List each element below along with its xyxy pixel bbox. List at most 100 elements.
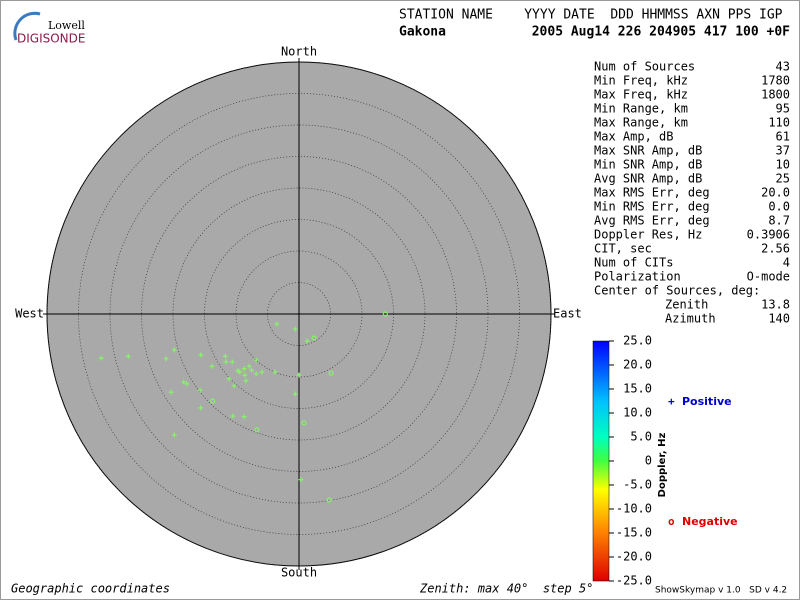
stat-value: 0.3906 xyxy=(747,228,790,242)
stat-value: 37 xyxy=(776,144,790,158)
source-point xyxy=(98,355,104,361)
source-point xyxy=(222,353,228,359)
stat-label: CIT, sec xyxy=(594,242,652,256)
source-point xyxy=(301,420,307,426)
colorbar-tick-label: -15.0 xyxy=(616,526,652,540)
stat-label: Num of Sources xyxy=(594,60,695,74)
stat-label: Max Range, km xyxy=(594,116,688,130)
source-point xyxy=(209,363,215,369)
center-value: 140 xyxy=(768,312,790,326)
direction-label: East xyxy=(553,307,582,321)
colorbar-tick-label: 5.0 xyxy=(630,430,652,444)
source-point xyxy=(246,363,252,369)
colorbar-tick-label: 20.0 xyxy=(623,358,652,372)
source-point xyxy=(326,497,332,503)
center-title: Center of Sources, deg: xyxy=(594,284,760,298)
source-point xyxy=(243,378,249,384)
source-point xyxy=(198,352,204,358)
stat-label: Min Range, km xyxy=(594,102,688,116)
source-point xyxy=(292,391,298,397)
stat-value: 8.7 xyxy=(768,214,790,228)
colorbar-tick-label: 15.0 xyxy=(623,382,652,396)
logo-top: Lowell xyxy=(48,19,85,32)
footer-mid: Zenith: max 40° step 5° xyxy=(419,582,593,596)
source-point xyxy=(298,477,304,483)
source-point xyxy=(197,387,203,393)
colorbar-tick-label: 0 xyxy=(645,454,652,468)
direction-label: West xyxy=(15,307,44,321)
source-point xyxy=(237,369,243,375)
stat-value: 43 xyxy=(776,60,790,74)
stat-value: O-mode xyxy=(747,270,790,284)
source-point xyxy=(253,357,259,363)
center-label: Zenith xyxy=(665,298,708,312)
source-point xyxy=(198,405,204,411)
source-point xyxy=(125,353,131,359)
source-point xyxy=(382,311,388,317)
stat-value: 20.0 xyxy=(761,186,790,200)
source-point xyxy=(304,338,310,344)
source-point xyxy=(230,413,236,419)
logo-bottom: DIGISONDE xyxy=(17,32,85,46)
colorbar-tick-label: -5.0 xyxy=(623,478,652,492)
source-point xyxy=(292,326,298,332)
colorbar-tick-label: 10.0 xyxy=(623,406,652,420)
colorbar-tick-label: -20.0 xyxy=(616,550,652,564)
source-point xyxy=(242,372,248,378)
source-point xyxy=(241,414,247,420)
stat-label: Max Amp, dB xyxy=(594,130,673,144)
source-point xyxy=(184,381,190,387)
source-point xyxy=(241,366,247,372)
stat-label: Min SNR Amp, dB xyxy=(594,158,702,172)
source-point xyxy=(254,427,260,433)
source-point xyxy=(171,432,177,438)
source-point xyxy=(272,369,278,375)
center-label: Azimuth xyxy=(665,312,716,326)
colorbar-tick-label: 25.0 xyxy=(623,334,652,348)
footer-left: Geographic coordinates xyxy=(11,582,170,596)
source-point xyxy=(328,370,334,376)
stat-label: Num of CITs xyxy=(594,256,673,270)
stat-label: Min RMS Err, deg xyxy=(594,200,710,214)
source-point xyxy=(210,398,216,404)
stat-label: Avg SNR Amp, dB xyxy=(594,172,702,186)
stat-label: Max SNR Amp, dB xyxy=(594,144,702,158)
source-point xyxy=(253,371,259,377)
source-point xyxy=(171,347,177,353)
stat-value: 61 xyxy=(776,130,790,144)
source-point xyxy=(226,376,232,382)
direction-label: South xyxy=(281,566,317,580)
source-point xyxy=(229,359,235,365)
stat-label: Avg RMS Err, deg xyxy=(594,214,710,228)
colorbar xyxy=(592,340,610,582)
stat-label: Max RMS Err, deg xyxy=(594,186,710,200)
legend-positive: Positive xyxy=(682,395,732,408)
station: Gakona xyxy=(399,25,446,40)
stat-label: Max Freq, kHz xyxy=(594,88,688,102)
stat-value: 25 xyxy=(776,172,790,186)
source-point xyxy=(274,321,280,327)
colorbar-tick-label: -10.0 xyxy=(616,502,652,516)
source-point xyxy=(231,383,237,389)
source-point xyxy=(259,369,265,375)
legend-negative: Negative xyxy=(682,515,738,528)
legend-symbol: + xyxy=(668,395,675,408)
stat-value: 1780 xyxy=(761,74,790,88)
source-point xyxy=(163,356,169,362)
stat-value: 95 xyxy=(776,102,790,116)
legend-symbol: o xyxy=(668,515,675,528)
stat-value: 4 xyxy=(783,256,790,270)
direction-label: North xyxy=(281,45,317,59)
footer-right: ShowSkymap v 1.0 SD v 4.2 xyxy=(655,586,787,596)
source-point xyxy=(311,335,317,341)
source-point xyxy=(296,372,302,378)
logo-arc xyxy=(13,11,41,41)
source-point xyxy=(168,389,174,395)
header-columns: STATION NAME YYYY DATE DDD HHMMSS AXN PP… xyxy=(399,8,783,23)
stat-label: Min Freq, kHz xyxy=(594,74,688,88)
colorbar-label: Doppler, Hz xyxy=(657,433,668,498)
colorbar-tick-label: -25.0 xyxy=(616,574,652,588)
source-point xyxy=(249,367,255,373)
stat-value: 0.0 xyxy=(768,200,790,214)
